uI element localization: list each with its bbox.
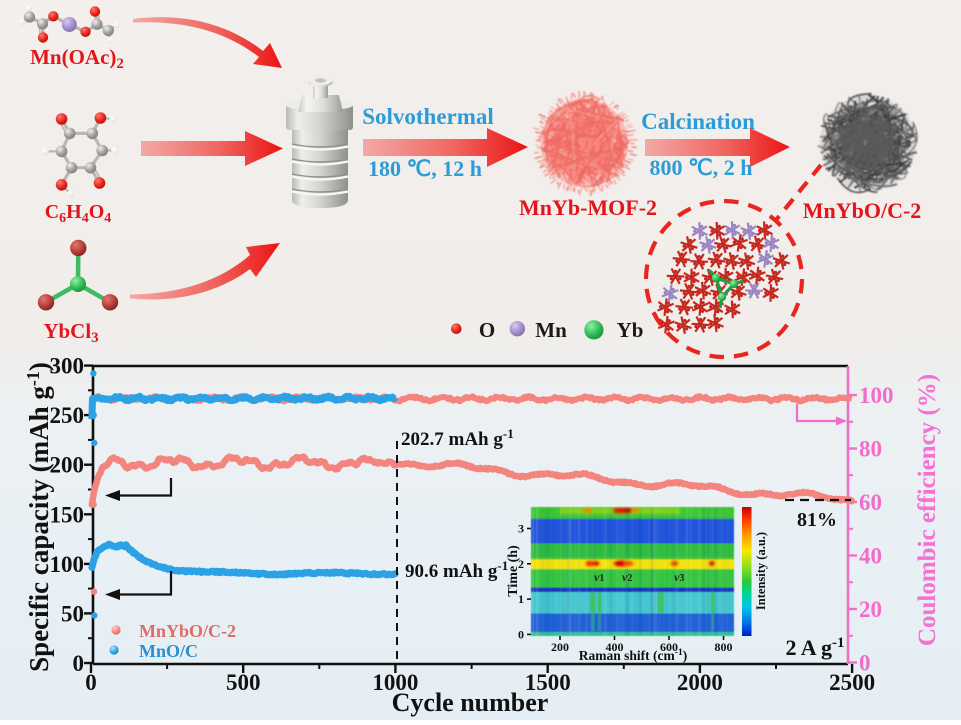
svg-text:0: 0 <box>73 651 85 676</box>
svg-text:202.7 mAh g-1: 202.7 mAh g-1 <box>401 426 514 450</box>
svg-text:Solvothermal: Solvothermal <box>362 104 494 129</box>
svg-text:800 ℃, 2 h: 800 ℃, 2 h <box>650 155 753 180</box>
svg-text:MnYbO/C-2: MnYbO/C-2 <box>139 621 236 641</box>
svg-text:40: 40 <box>859 544 882 569</box>
svg-text:YbCl3: YbCl3 <box>43 319 98 346</box>
svg-text:0: 0 <box>518 627 524 641</box>
svg-text:0: 0 <box>85 670 97 695</box>
svg-text:Raman shift (cm-1): Raman shift (cm-1) <box>579 648 687 663</box>
svg-text:250: 250 <box>50 403 85 428</box>
svg-text:C6H4O4: C6H4O4 <box>45 201 112 226</box>
svg-text:v3: v3 <box>674 570 684 584</box>
svg-text:500: 500 <box>226 670 261 695</box>
svg-text:Intensity (a.u.): Intensity (a.u.) <box>754 532 768 610</box>
svg-text:90.6 mAh g-1: 90.6 mAh g-1 <box>405 558 508 582</box>
svg-text:Yb: Yb <box>617 318 644 342</box>
svg-text:200: 200 <box>50 453 85 478</box>
svg-text:O: O <box>479 318 495 342</box>
svg-text:50: 50 <box>61 601 84 626</box>
svg-text:3: 3 <box>518 522 524 536</box>
svg-text:2000: 2000 <box>677 670 723 695</box>
svg-text:81%: 81% <box>797 509 837 531</box>
svg-text:300: 300 <box>50 354 85 379</box>
svg-text:200: 200 <box>551 640 569 654</box>
svg-text:180 ℃, 12 h: 180 ℃, 12 h <box>368 156 482 181</box>
svg-text:150: 150 <box>50 502 85 527</box>
svg-text:Time (h): Time (h) <box>506 545 521 597</box>
svg-text:100: 100 <box>859 383 894 408</box>
svg-text:60: 60 <box>859 490 882 515</box>
svg-text:Specific capacity (mAh g-1): Specific capacity (mAh g-1) <box>23 362 54 672</box>
svg-text:Calcination: Calcination <box>641 109 755 134</box>
svg-text:v1: v1 <box>594 570 604 584</box>
svg-text:Coulombic efficiency (%): Coulombic efficiency (%) <box>914 374 941 646</box>
svg-text:MnYbO/C-2: MnYbO/C-2 <box>803 198 922 223</box>
svg-text:20: 20 <box>859 597 882 622</box>
svg-text:MnYb-MOF-2: MnYb-MOF-2 <box>519 195 657 220</box>
svg-text:Cycle number: Cycle number <box>392 688 549 717</box>
svg-text:0: 0 <box>859 651 871 676</box>
svg-text:80: 80 <box>859 437 882 462</box>
svg-text:Mn(OAc)2: Mn(OAc)2 <box>30 45 124 72</box>
svg-text:800: 800 <box>715 640 733 654</box>
svg-text:MnO/C: MnO/C <box>139 641 198 661</box>
svg-text:v2: v2 <box>622 570 632 584</box>
svg-text:100: 100 <box>50 552 85 577</box>
svg-text:Mn: Mn <box>535 318 567 342</box>
